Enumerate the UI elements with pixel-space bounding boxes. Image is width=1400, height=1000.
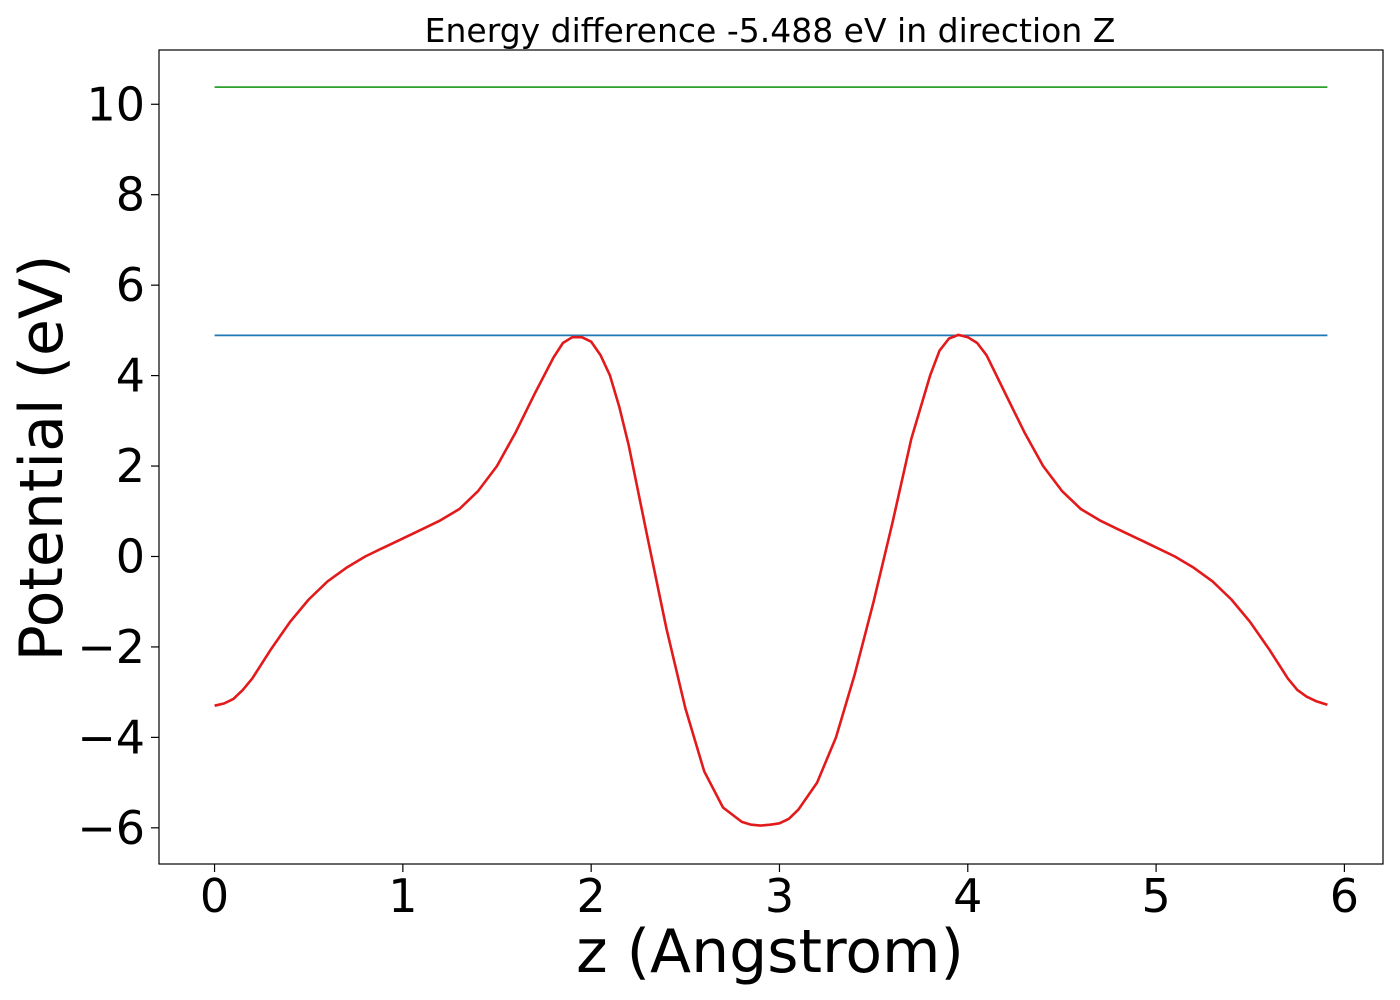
x-tick-label: 2 [577, 869, 606, 923]
series-line-3 [214, 333, 1328, 827]
x-tick-label: 1 [388, 869, 417, 923]
x-tick-label: 6 [1330, 869, 1359, 923]
x-tick-label: 4 [953, 869, 982, 923]
y-tick-label: 8 [116, 168, 145, 222]
x-axis-ticks: 0 1 2 3 4 5 6 [200, 864, 1359, 923]
y-tick-label: −4 [77, 710, 145, 764]
y-tick-label: 2 [116, 439, 145, 493]
y-tick-label: −2 [77, 620, 145, 674]
y-axis-label: Potential (eV) [7, 255, 77, 662]
y-tick-label: 6 [116, 258, 145, 312]
x-axis-label: z (Angstrom) [576, 917, 964, 987]
plot-frame [158, 49, 1384, 865]
x-tick-label: 0 [200, 869, 229, 923]
y-tick-label: 0 [116, 529, 145, 583]
y-axis-ticks: −6 −4 −2 0 2 4 6 8 10 [77, 77, 159, 855]
plot-lines [214, 86, 1328, 827]
y-tick-label: 10 [86, 77, 145, 131]
y-tick-label: 4 [116, 349, 145, 403]
chart-title: Energy difference -5.488 eV in direction… [425, 11, 1116, 50]
x-tick-label: 5 [1141, 869, 1170, 923]
x-tick-label: 3 [765, 869, 794, 923]
y-tick-label: −6 [77, 801, 145, 855]
